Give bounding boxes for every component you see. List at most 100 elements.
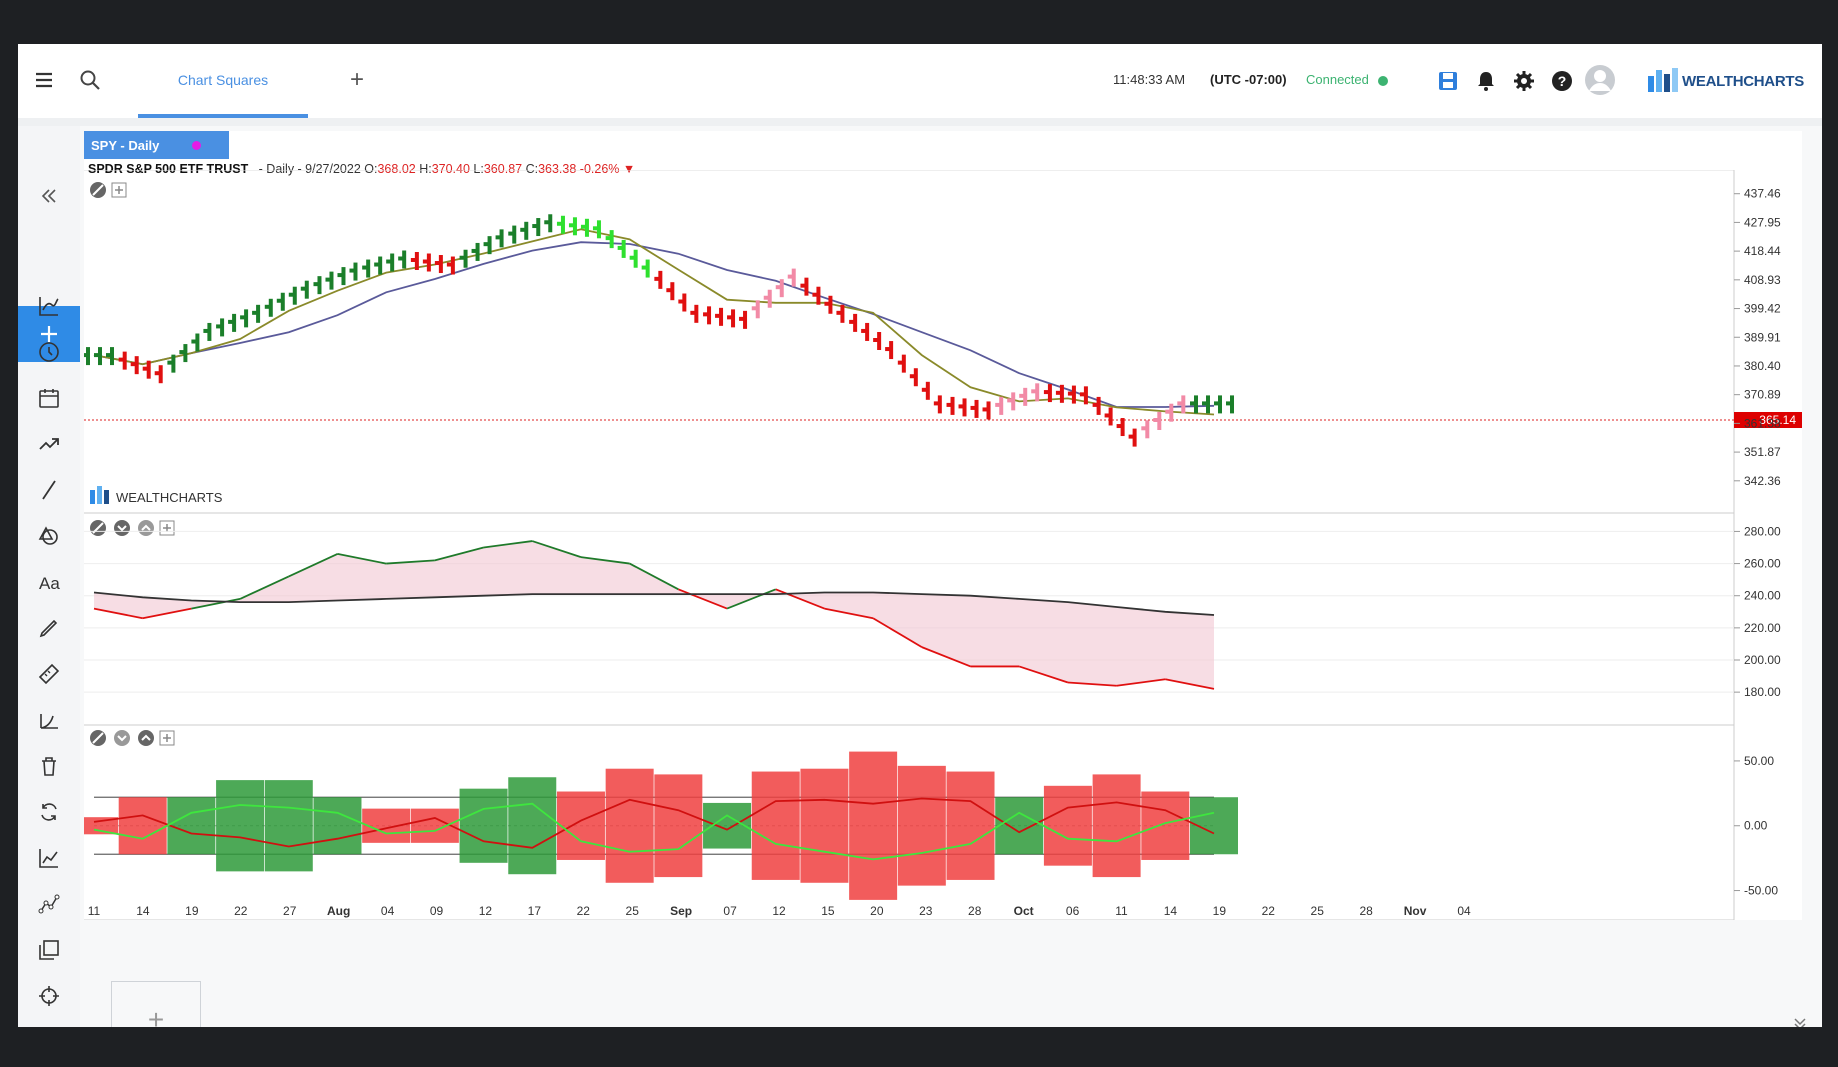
y-tick-label: 370.89 (1744, 388, 1781, 402)
cloud-segment (556, 791, 605, 860)
price-bar-tick (1116, 424, 1123, 429)
price-bar-tick (568, 223, 575, 228)
price-bar-tick (410, 258, 417, 262)
text-icon[interactable]: Aa (37, 570, 61, 594)
collapse-left-icon[interactable] (37, 184, 61, 208)
wealthcharts-logo[interactable]: WEALTHCHARTS (1646, 66, 1816, 96)
alerts-icon[interactable] (1474, 69, 1498, 93)
trash-icon[interactable] (37, 754, 61, 778)
shapes-icon[interactable] (37, 524, 61, 548)
cloud-segment (946, 771, 995, 880)
timezone[interactable]: (UTC -07:00) (1210, 72, 1287, 87)
help-icon[interactable]: ? (1550, 69, 1574, 93)
y-tick-label: 427.95 (1744, 215, 1781, 229)
price-bar (1071, 385, 1076, 404)
x-tick-label: 12 (772, 904, 786, 918)
price-bar-tick (1153, 418, 1160, 422)
price-bar-tick (763, 295, 770, 300)
chart-watermark: WEALTHCHARTS (90, 486, 223, 505)
price-bar (584, 218, 589, 237)
pane2-line-segment (629, 562, 679, 591)
symbol-tab-label: SPY - Daily (91, 138, 160, 153)
price-bar-tick (1067, 391, 1074, 396)
price-bar-tick (106, 353, 112, 358)
price-bar-tick (1007, 398, 1014, 403)
price-bar-tick (1031, 389, 1038, 394)
cloud-segment (897, 765, 946, 886)
chart-canvas[interactable]: WEALTHCHARTS 365.14 437.46 427.95 418.44 40… (84, 170, 1802, 920)
svg-text:Aa: Aa (39, 574, 60, 593)
pane2-line-segment (580, 556, 630, 565)
price-bar-tick (751, 306, 758, 311)
price-bar-tick (422, 259, 429, 264)
indicator-icon[interactable] (37, 294, 61, 318)
layers-icon[interactable] (37, 938, 61, 962)
settings-icon[interactable] (1512, 69, 1536, 93)
clock-icon[interactable] (37, 340, 61, 364)
measure-icon[interactable] (37, 708, 61, 732)
search-icon[interactable] (78, 68, 102, 92)
price-bar-tick (1104, 413, 1111, 418)
cloud-segment (313, 797, 362, 855)
compare-icon[interactable] (37, 846, 61, 870)
price-bar-tick (288, 292, 295, 297)
pane2-line-segment (191, 598, 241, 610)
crosshair-icon[interactable] (37, 984, 61, 1008)
pane2-line-segment (872, 617, 923, 648)
price-bar-tick (84, 353, 88, 358)
price-bar-tick (276, 298, 283, 303)
tab-chart-squares[interactable]: Chart Squares (138, 44, 308, 118)
avatar-icon[interactable] (1584, 64, 1616, 96)
cloud-segment (1043, 785, 1092, 866)
price-bar-tick (641, 265, 648, 270)
cloud-segment (1141, 791, 1190, 860)
pane1-controls[interactable] (90, 182, 127, 198)
price-bar-tick (678, 299, 685, 304)
price-bar-tick (118, 357, 125, 362)
save-icon[interactable] (1436, 69, 1460, 93)
price-bar-tick (1141, 426, 1148, 431)
ma-slow-line (93, 241, 1215, 408)
refresh-icon[interactable] (37, 800, 61, 824)
price-bar-tick (154, 371, 161, 376)
expand-down-icon[interactable] (1790, 1014, 1810, 1027)
trend-icon[interactable] (37, 432, 61, 456)
add-panel-plus: + (147, 1004, 165, 1027)
pane2-line-segment (1116, 678, 1166, 687)
pane2-line-segment (93, 607, 143, 620)
cloud-segment (849, 751, 898, 900)
x-tick-label: 14 (136, 904, 150, 918)
pattern-icon[interactable] (37, 892, 61, 916)
add-chart-panel-button[interactable]: + (111, 981, 201, 1027)
y-tick-label: 399.42 (1744, 302, 1781, 316)
price-bar-tick (812, 292, 819, 297)
current-price-badge (1734, 412, 1802, 428)
cloud-segment (995, 797, 1044, 855)
low-label: L: (473, 162, 484, 176)
line-icon[interactable] (37, 478, 61, 502)
pane2-line-segment (726, 588, 777, 610)
price-bar-tick (836, 310, 843, 315)
x-tick-label: 11 (1115, 904, 1128, 918)
price-bar-tick (544, 220, 551, 225)
high-label: H: (419, 162, 432, 176)
pane3-red-line (93, 797, 1215, 849)
y-tick-label: 260.00 (1744, 557, 1781, 571)
pane2-line-segment (288, 553, 338, 578)
pane2-line-segment (386, 559, 435, 565)
add-tab-icon[interactable]: + (350, 66, 365, 93)
ruler-icon[interactable] (37, 662, 61, 686)
pane2-line-segment (1018, 665, 1069, 684)
pane2-controls[interactable] (90, 520, 175, 536)
y-tick-label: 437.46 (1744, 187, 1781, 201)
x-tick-label: 20 (870, 904, 884, 918)
price-bar-tick (690, 310, 697, 315)
pane3-controls[interactable] (90, 730, 175, 746)
menu-icon[interactable] (32, 68, 56, 92)
calendar-icon[interactable] (37, 386, 61, 410)
y-tick-label: 418.44 (1744, 244, 1781, 258)
cloud-segment (264, 780, 313, 872)
symbol-tab[interactable]: SPY - Daily (84, 131, 229, 159)
pane2-fill (94, 541, 1214, 689)
pencil-icon[interactable] (37, 616, 61, 640)
